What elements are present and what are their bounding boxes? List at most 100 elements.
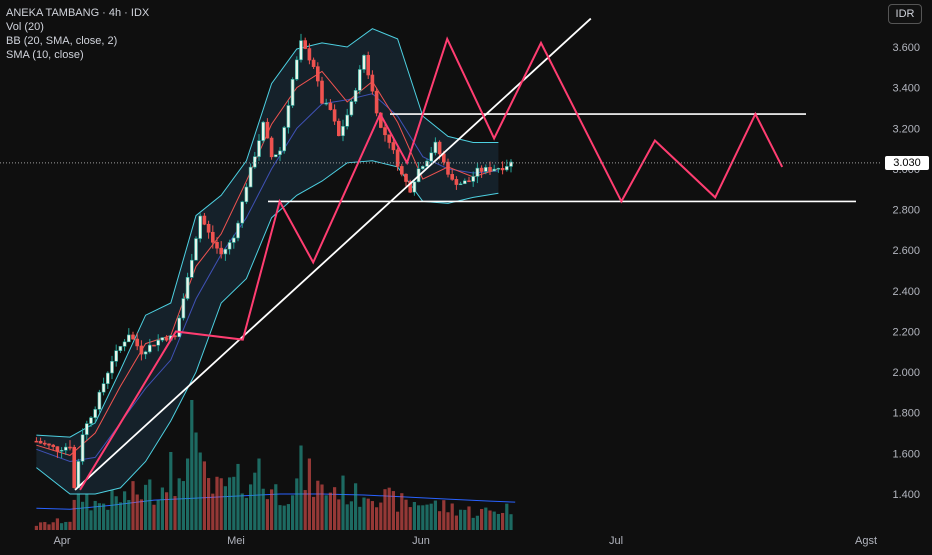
volume-bar — [391, 491, 395, 530]
volume-bar — [383, 489, 387, 530]
candle-body — [51, 444, 56, 447]
candle-body — [357, 69, 362, 91]
candle-body — [311, 59, 316, 67]
volume-bar — [471, 517, 475, 530]
volume-bar — [366, 498, 370, 530]
volume-bar — [429, 503, 433, 530]
currency-button[interactable]: IDR — [888, 4, 922, 24]
candle-body — [190, 259, 194, 278]
volume-bar — [68, 521, 72, 530]
price-tick-label: 2.800 — [892, 205, 920, 217]
candle-body — [80, 434, 85, 462]
volume-bar — [144, 484, 148, 530]
volume-bar — [177, 478, 181, 530]
candle-body — [353, 90, 358, 102]
volume-bar — [81, 501, 85, 530]
volume-bar — [505, 503, 509, 530]
bollinger-fill — [36, 28, 499, 495]
candle-body — [106, 372, 110, 384]
candle-body — [425, 160, 429, 167]
volume-bar — [156, 499, 160, 530]
candle-body — [198, 215, 202, 239]
candle-body — [286, 105, 291, 128]
candle-body — [290, 78, 295, 106]
volume-bar — [89, 510, 93, 530]
volume-bar — [93, 500, 97, 530]
volume-bar — [106, 509, 110, 530]
candle-body — [202, 215, 207, 225]
candle-body — [412, 181, 417, 193]
price-axis: 3.6003.4003.2003.0002.8002.6002.4002.200… — [892, 42, 920, 501]
candle-body — [467, 180, 471, 183]
candle-body — [248, 166, 253, 188]
symbol-title[interactable]: ANEKA TAMBANG · 4h · IDX — [6, 7, 150, 19]
candle-body — [429, 152, 434, 162]
candle-body — [433, 141, 438, 154]
time-tick-label: Mei — [227, 535, 245, 547]
sma-legend[interactable]: SMA (10, close) — [6, 49, 84, 61]
candle-body — [391, 142, 396, 151]
time-axis: Apr Mei Jun Jul Agst — [53, 535, 877, 547]
volume-bar — [454, 515, 458, 530]
volume-bar — [215, 476, 219, 530]
volume-bar — [421, 505, 425, 530]
volume-bar — [110, 489, 114, 530]
candle-body — [441, 153, 446, 163]
candle-body — [341, 126, 345, 137]
volume-bar — [442, 500, 446, 530]
volume-bar — [114, 496, 118, 530]
volume-bar — [387, 487, 391, 530]
volume-bar — [333, 487, 337, 530]
candle-body — [232, 237, 236, 243]
volume-bar — [446, 512, 450, 530]
bollinger-upper-line — [36, 28, 499, 438]
zigzag-pattern — [79, 36, 784, 491]
volume-bar — [400, 493, 404, 530]
volume-bar — [299, 445, 303, 530]
volume-bar — [223, 486, 227, 530]
volume-legend[interactable]: Vol (20) — [6, 21, 44, 33]
candle-body — [349, 101, 354, 116]
candle-body — [127, 334, 131, 343]
volume-bars — [34, 400, 516, 530]
volume-bar — [379, 502, 383, 530]
candle-body — [206, 223, 211, 233]
volume-bar — [135, 494, 139, 530]
volume-bar — [97, 503, 101, 530]
candle-body — [446, 161, 450, 175]
time-tick-label: Jul — [609, 535, 623, 547]
volume-bar — [291, 495, 295, 530]
candle-body — [492, 168, 497, 172]
candle-body — [257, 140, 261, 157]
price-tick-label: 2.400 — [892, 286, 920, 298]
candle-body — [156, 339, 160, 346]
candle-body — [219, 247, 223, 255]
volume-bar — [219, 478, 223, 530]
volume-bar — [207, 478, 211, 530]
volume-bar — [312, 496, 316, 530]
candle-body — [227, 242, 232, 250]
volume-bar — [337, 499, 341, 530]
volume-bar — [202, 461, 206, 530]
candle-body — [148, 344, 152, 353]
volume-bar — [102, 503, 106, 530]
volume-bar — [324, 495, 328, 530]
volume-bar — [354, 483, 358, 530]
bollinger-legend[interactable]: BB (20, SMA, close, 2) — [6, 35, 118, 47]
candle-body — [143, 351, 148, 355]
trend-line — [74, 17, 592, 491]
candle-body — [164, 337, 169, 341]
volume-bar — [467, 506, 471, 530]
volume-bar — [118, 502, 122, 530]
candle-body — [114, 350, 118, 362]
candle-body — [59, 449, 64, 452]
volume-bar — [47, 524, 51, 530]
candle-body — [110, 360, 114, 374]
volume-bar — [396, 511, 400, 530]
volume-bar — [211, 493, 215, 530]
volume-bar — [425, 504, 429, 530]
volume-bar — [450, 503, 454, 530]
volume-bar — [43, 522, 47, 530]
